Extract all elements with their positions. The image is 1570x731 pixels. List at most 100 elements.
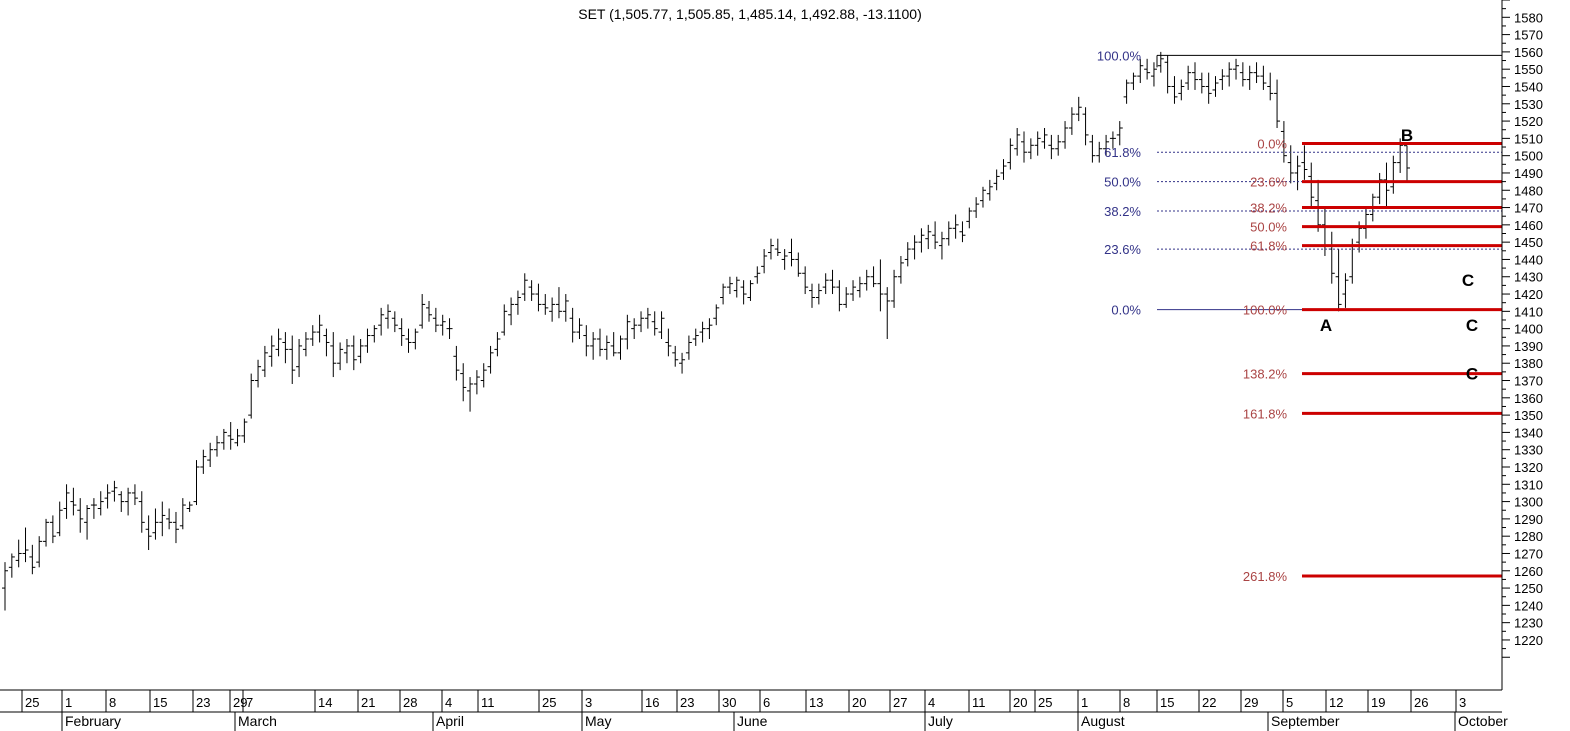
y-axis: 1220 1230 1240 1250 1260 1270 1280 1290 1300 1310… — [1501, 0, 1543, 690]
x-day-label: 1 — [1081, 695, 1088, 710]
y-tick-label: 1400 — [1514, 322, 1543, 337]
ohlc-bar — [145, 515, 152, 551]
y-tick-label: 1360 — [1514, 391, 1543, 406]
ohlc-bar — [788, 238, 795, 267]
ohlc-bar — [316, 314, 323, 343]
red-fib-label: 138.2% — [1243, 367, 1288, 382]
x-day-label: 5 — [1286, 695, 1293, 710]
ohlc-bar — [480, 363, 487, 388]
ohlc-bar — [1294, 155, 1301, 191]
ohlc-bar — [84, 505, 91, 540]
ohlc-bar — [350, 335, 357, 371]
ohlc-bar — [938, 231, 945, 260]
price-bars — [2, 51, 1502, 611]
blue-fib-label: 50.0% — [1104, 175, 1141, 190]
y-tick-label: 1290 — [1514, 512, 1543, 527]
x-month-label: May — [585, 713, 611, 729]
ohlc-bar — [1185, 65, 1192, 90]
x-day-label: 26 — [1414, 695, 1428, 710]
ohlc-bar — [29, 544, 36, 575]
ohlc-bar — [1089, 134, 1096, 163]
ohlc-bar — [1239, 62, 1246, 87]
ohlc-bar — [603, 335, 610, 360]
x-day-label: 4 — [928, 695, 935, 710]
blue-fib-label: 61.8% — [1104, 145, 1141, 160]
ohlc-bar — [234, 428, 241, 447]
ohlc-bar — [289, 335, 296, 384]
ohlc-bar — [726, 276, 733, 295]
ohlc-bar — [494, 332, 501, 357]
x-day-label: 20 — [1013, 695, 1027, 710]
wave-label-c: C — [1466, 365, 1478, 384]
ohlc-bar — [467, 377, 474, 412]
ohlc-bar — [1014, 127, 1021, 156]
x-day-label: 11 — [481, 695, 495, 710]
red-fib-label: 38.2% — [1250, 201, 1287, 216]
ohlc-bar — [384, 304, 391, 329]
ohlc-bar — [952, 214, 959, 239]
ohlc-bar — [644, 307, 651, 329]
ohlc-bar — [357, 339, 364, 364]
x-day-label: 8 — [109, 695, 116, 710]
ohlc-bar — [555, 287, 562, 319]
ohlc-bar — [631, 318, 638, 340]
ohlc-bar — [761, 249, 768, 274]
x-day-label: 25 — [1038, 695, 1052, 710]
ohlc-bar — [1253, 62, 1260, 84]
y-tick-label: 1540 — [1514, 79, 1543, 94]
chart-title: SET (1,505.77, 1,505.85, 1,485.14, 1,492… — [578, 6, 922, 22]
ohlc-bar — [77, 498, 84, 533]
ohlc-bar — [371, 325, 378, 343]
ohlc-bar — [255, 359, 262, 388]
blue-fib-label: 38.2% — [1104, 204, 1141, 219]
ohlc-bar — [419, 294, 426, 329]
ohlc-bar — [699, 321, 706, 343]
ohlc-bar — [1062, 121, 1069, 149]
ohlc-bar — [679, 352, 686, 374]
y-tick-label: 1410 — [1514, 304, 1543, 319]
ohlc-bar — [624, 314, 631, 350]
ohlc-bar — [453, 345, 460, 381]
x-day-label: 27 — [893, 695, 907, 710]
ohlc-bar — [583, 325, 590, 357]
ohlc-bar — [658, 311, 665, 340]
y-tick-label: 1430 — [1514, 270, 1543, 285]
y-tick-label: 1260 — [1514, 564, 1543, 579]
ohlc-bar — [1055, 134, 1062, 156]
x-day-label: 4 — [445, 695, 452, 710]
x-day-label: 29 — [233, 695, 247, 710]
y-tick-label: 1550 — [1514, 62, 1543, 77]
x-day-label: 22 — [1202, 695, 1216, 710]
ohlc-bar — [1315, 179, 1322, 232]
ohlc-bar — [90, 498, 97, 519]
x-day-label: 14 — [318, 695, 332, 710]
x-month-label: September — [1271, 713, 1340, 729]
red-fibonacci-levels: 0.0% 23.6% 38.2% 50.0% 61.8% 100.0% 138.2% 161.… — [1243, 137, 1502, 584]
ohlc-bar — [993, 169, 1000, 191]
y-tick-label: 1240 — [1514, 598, 1543, 613]
ohlc-bar — [378, 307, 385, 336]
ohlc-bar — [774, 238, 781, 256]
wave-labels: B A C C C — [1320, 126, 1478, 384]
ohlc-bar — [870, 266, 877, 288]
y-tick-label: 1490 — [1514, 166, 1543, 181]
ohlc-bar — [897, 255, 904, 284]
ohlc-bar — [439, 314, 446, 336]
ohlc-bar — [1198, 72, 1205, 94]
ohlc-bar — [398, 318, 405, 346]
ohlc-bar — [172, 511, 179, 544]
ohlc-bar — [720, 283, 727, 305]
ohlc-bar — [166, 508, 173, 530]
y-tick-label: 1350 — [1514, 408, 1543, 423]
ohlc-bar — [836, 280, 843, 312]
x-day-label: 21 — [361, 695, 375, 710]
x-day-label: 11 — [972, 695, 986, 710]
ohlc-bar — [802, 266, 809, 295]
ohlc-bar — [49, 515, 56, 544]
ohlc-bar — [1260, 65, 1267, 90]
y-tick-label: 1510 — [1514, 131, 1543, 146]
y-tick-label: 1370 — [1514, 374, 1543, 389]
x-day-label: 15 — [1160, 695, 1174, 710]
ohlc-bar — [1191, 62, 1198, 90]
ohlc-bar — [179, 498, 186, 530]
